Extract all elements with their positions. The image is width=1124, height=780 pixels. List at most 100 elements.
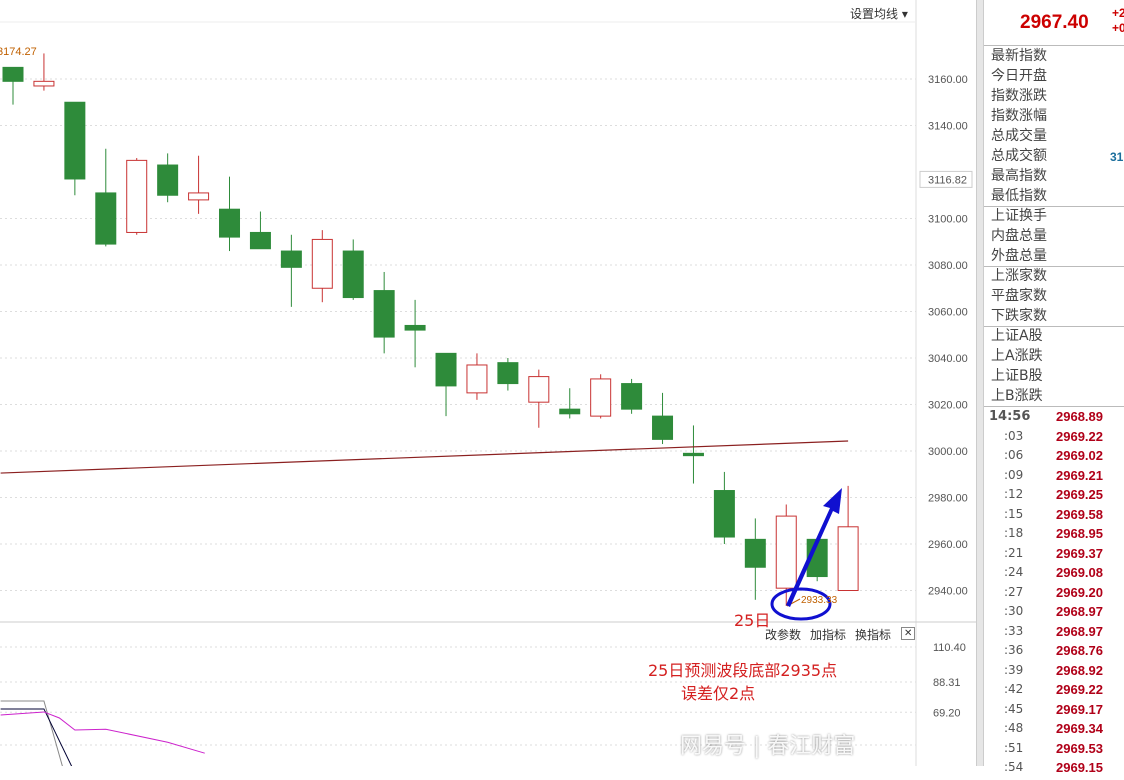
tick-row: :54 2969.15 (984, 760, 1124, 780)
tick-time: :03 (1004, 428, 1024, 443)
candle-body (775, 515, 797, 589)
divider (984, 266, 1124, 267)
quote-label: 指数涨跌 (991, 88, 1047, 104)
tick-row: :51 2969.53 (984, 741, 1124, 761)
candle-body (744, 538, 766, 568)
close-icon[interactable]: ✕ (901, 627, 916, 640)
tick-row: :21 2969.37 (984, 546, 1124, 566)
watermark: 网易号 | 春江财富 (680, 734, 856, 759)
tick-time: :33 (1004, 623, 1024, 638)
quote-label: 总成交额 (991, 148, 1047, 164)
tick-time: :18 (1004, 526, 1024, 540)
tick-time: :24 (1004, 565, 1024, 579)
tick-time: :06 (1004, 448, 1024, 462)
tick-price: 2969.17 (1056, 701, 1103, 717)
tick-row: :03 2969.22 (984, 429, 1124, 449)
quote-label: 上证换手 (991, 208, 1047, 224)
tick-time: :15 (1004, 506, 1024, 521)
tick-time: :21 (1004, 545, 1024, 560)
indicator-tick-label: 88.31 (933, 677, 961, 689)
ma-line (0, 440, 849, 474)
indicator-tick-label: 69.20 (933, 707, 961, 719)
background (0, 0, 976, 766)
candle-body (157, 164, 179, 196)
candle-body (126, 159, 148, 233)
tick-time: :30 (1004, 604, 1024, 618)
indicator-tick-label: 110.40 (933, 642, 966, 654)
tick-row: :45 2969.17 (984, 702, 1124, 722)
candle-body (249, 231, 271, 250)
tick-price: 2969.34 (1056, 721, 1103, 736)
candle-body (682, 452, 704, 457)
quote-label: 上证B股 (991, 368, 1043, 384)
candle-body (621, 383, 643, 410)
tick-time: :36 (1004, 643, 1024, 657)
tick-time: :54 (1004, 760, 1024, 774)
tick-time: :12 (1004, 487, 1024, 501)
tick-row: :09 2969.21 (984, 468, 1124, 488)
y-tick-label: 3060.00 (928, 307, 968, 319)
tick-row: :39 2968.92 (984, 663, 1124, 683)
tick-price: 2969.20 (1056, 584, 1103, 600)
highlight-circle (770, 587, 832, 621)
tick-price: 2968.95 (1056, 526, 1103, 541)
quote-label: 上证A股 (991, 328, 1043, 344)
y-tick-label: 3000.00 (928, 446, 968, 458)
candle-body (652, 415, 674, 440)
quote-label: 总成交量 (991, 128, 1047, 144)
tick-price: 2969.58 (1056, 506, 1103, 522)
tick-row: :42 2969.22 (984, 682, 1124, 702)
latest-price: 2967.40 (1020, 12, 1089, 33)
high-label: 3174.27 (0, 46, 37, 58)
change-percent: +0 (1112, 21, 1124, 35)
candle-body (342, 250, 364, 299)
prediction-note: 25日预测波段底部2935点 (648, 661, 838, 680)
quote-label: 上A涨跌 (991, 348, 1043, 364)
tick-price: 2968.89 (1056, 409, 1103, 424)
tick-time: :09 (1004, 467, 1024, 482)
tick-time: :42 (1004, 682, 1024, 696)
up-arrow-icon (786, 488, 842, 607)
tick-time: 14:56 (989, 409, 1031, 424)
change-amount: +2 (1112, 6, 1124, 20)
tick-row: :15 2969.58 (984, 507, 1124, 527)
y-tick-label: 3160.00 (928, 74, 968, 86)
add-indicator-button[interactable]: 加指标 (810, 628, 847, 642)
tick-price: 2968.92 (1056, 662, 1103, 678)
candle-body (33, 80, 55, 87)
candle-body (280, 250, 302, 268)
quote-label: 最高指数 (991, 168, 1047, 184)
tick-price: 2969.02 (1056, 448, 1103, 463)
tick-row: :27 2969.20 (984, 585, 1124, 605)
y-tick-label: 2940.00 (928, 586, 968, 598)
switch-indicator-button[interactable]: 换指标 (855, 628, 892, 642)
change-values: +2 +0 (1112, 6, 1124, 36)
candle-body (713, 490, 735, 538)
y-tick-label: 2960.00 (928, 539, 968, 551)
tick-price: 2968.97 (1056, 623, 1103, 639)
quote-label: 内盘总量 (991, 228, 1047, 244)
candle-body (2, 66, 24, 82)
candle-body (95, 192, 117, 245)
tick-price: 2969.22 (1056, 682, 1103, 697)
indicator-line (0, 700, 63, 766)
day-annotation: 25日 (734, 611, 771, 630)
indicator-line (0, 711, 205, 754)
tick-price: 2969.53 (1056, 740, 1103, 756)
ma-settings-dropdown[interactable]: 设置均线 ▾ (850, 7, 908, 21)
edit-params-button[interactable]: 改参数 (765, 628, 802, 642)
kline-chart[interactable]: 3160.00 3140.00 3116.82 3100.00 3080.00 3060.… (0, 0, 976, 766)
candle-body (528, 376, 550, 403)
tick-time: :39 (1004, 662, 1024, 677)
candle-body (311, 238, 333, 289)
tick-price: 2969.25 (1056, 487, 1103, 502)
tick-price: 2969.08 (1056, 565, 1103, 580)
divider (984, 326, 1124, 327)
candle-body (219, 208, 241, 238)
tick-row: :18 2968.95 (984, 526, 1124, 546)
candle-body (466, 364, 488, 394)
candle-body (497, 362, 519, 385)
tick-row: :33 2968.97 (984, 624, 1124, 644)
y-tick-label: 3100.00 (928, 214, 968, 226)
panel-splitter[interactable] (976, 0, 983, 766)
